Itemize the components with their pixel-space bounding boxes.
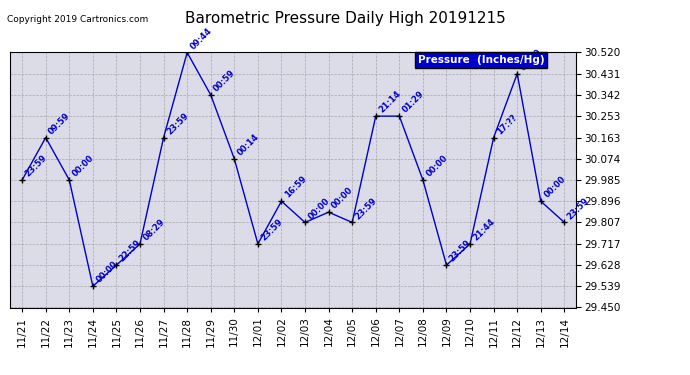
Text: 23:59: 23:59 (259, 217, 284, 243)
Text: 00:00: 00:00 (519, 47, 544, 72)
Text: 23:59: 23:59 (566, 196, 591, 221)
Text: 17:??: 17:?? (495, 112, 519, 136)
Text: Pressure  (Inches/Hg): Pressure (Inches/Hg) (417, 55, 544, 65)
Text: 09:44: 09:44 (188, 26, 214, 51)
Text: 21:14: 21:14 (377, 89, 402, 115)
Text: 16:59: 16:59 (283, 174, 308, 200)
Text: 00:00: 00:00 (70, 154, 96, 178)
Text: Copyright 2019 Cartronics.com: Copyright 2019 Cartronics.com (7, 15, 148, 24)
Text: 00:00: 00:00 (330, 186, 355, 211)
Text: 09:59: 09:59 (47, 111, 72, 136)
Text: 22:59: 22:59 (118, 238, 143, 264)
Text: 23:59: 23:59 (448, 238, 473, 264)
Text: 00:14: 00:14 (236, 132, 261, 158)
Text: 00:59: 00:59 (212, 68, 237, 93)
Text: 00:00: 00:00 (424, 154, 449, 178)
Text: 00:00: 00:00 (95, 260, 119, 285)
Text: 23:59: 23:59 (23, 153, 49, 178)
Text: 01:29: 01:29 (401, 90, 426, 115)
Text: 08:29: 08:29 (141, 217, 166, 243)
Text: 21:44: 21:44 (471, 217, 497, 243)
Text: 00:00: 00:00 (306, 196, 331, 221)
Text: Barometric Pressure Daily High 20191215: Barometric Pressure Daily High 20191215 (185, 11, 505, 26)
Text: 23:59: 23:59 (165, 111, 190, 136)
Text: 00:00: 00:00 (542, 175, 567, 200)
Text: 23:59: 23:59 (353, 196, 379, 221)
